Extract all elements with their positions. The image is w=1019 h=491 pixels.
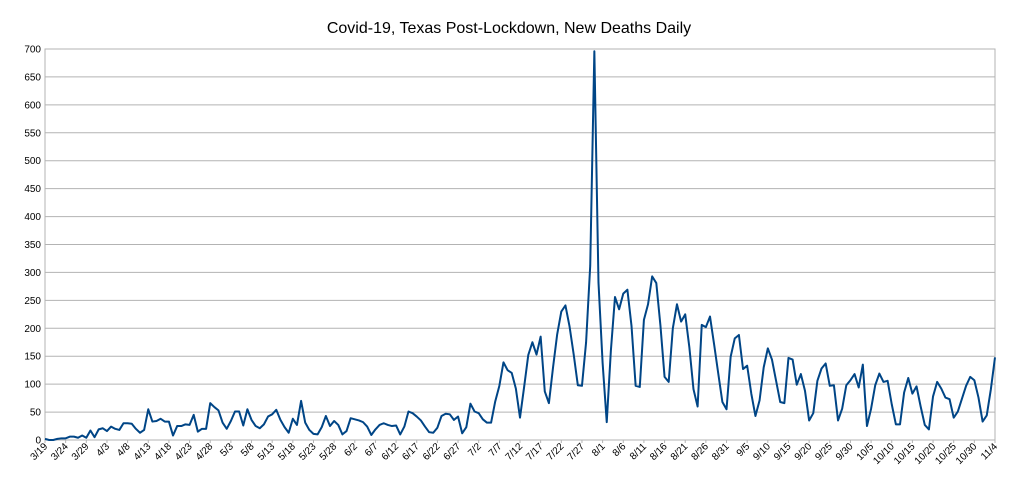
x-tick-label: 9/10	[751, 441, 773, 463]
x-tick-label: 7/22	[545, 441, 567, 463]
y-axis-tick-labels: 0 50 100 150 200 250 300 350 400 450 500 550 600 650 7…	[24, 45, 41, 447]
x-tick-label: 9/25	[813, 441, 835, 463]
x-tick-label: 10/15	[892, 441, 918, 467]
y-tick-label: 50	[30, 408, 42, 419]
x-tick-label: 10/20	[913, 441, 939, 467]
gridlines	[45, 48, 995, 441]
x-tick-label: 5/28	[318, 441, 340, 463]
x-tick-label: 6/17	[400, 441, 422, 463]
y-tick-label: 500	[24, 156, 41, 167]
x-tick-label: 7/2	[466, 441, 484, 459]
y-tick-label: 700	[24, 45, 41, 56]
x-tick-label: 7/27	[566, 441, 588, 463]
x-tick-label: 6/22	[421, 441, 443, 463]
x-tick-label: 3/24	[49, 441, 71, 463]
x-tick-label: 4/3	[94, 441, 112, 459]
y-tick-label: 150	[24, 352, 41, 363]
plot-area-frame	[44, 48, 996, 441]
x-tick-label: 9/5	[735, 441, 753, 459]
y-tick-label: 600	[24, 100, 41, 111]
y-tick-label: 650	[24, 72, 41, 83]
x-tick-label: 6/7	[363, 441, 381, 459]
x-tick-label: 10/10	[871, 441, 897, 467]
y-tick-label: 350	[24, 240, 41, 251]
x-tick-label: 7/7	[487, 441, 505, 459]
x-tick-label: 5/3	[218, 441, 236, 459]
x-tick-label: 4/8	[115, 441, 133, 459]
x-tick-label: 6/12	[380, 441, 402, 463]
x-tick-label: 4/13	[132, 441, 154, 463]
x-tick-label: 10/25	[933, 441, 959, 467]
y-tick-label: 0	[35, 436, 41, 447]
x-tick-label: 7/17	[524, 441, 546, 463]
y-tick-label: 200	[24, 324, 41, 335]
x-tick-label: 8/31	[710, 441, 732, 463]
y-tick-label: 300	[24, 268, 41, 279]
x-tick-label: 6/27	[442, 441, 464, 463]
chart-title: Covid-19, Texas Post-Lockdown, New Death…	[327, 20, 691, 37]
x-tick-label: 8/21	[669, 441, 691, 463]
x-tick-label: 3/29	[70, 441, 92, 463]
y-tick-label: 550	[24, 128, 41, 139]
x-tick-label: 7/12	[504, 441, 526, 463]
x-tick-label: 8/11	[628, 441, 649, 462]
x-tick-label: 9/15	[772, 441, 794, 463]
x-tick-label: 9/30	[834, 441, 856, 463]
x-tick-label: 10/30	[954, 441, 980, 467]
x-tick-label: 11/4	[979, 441, 1000, 462]
y-tick-label: 450	[24, 184, 41, 195]
x-axis-tick-labels: 3/19 3/24 3/29 4/3 4/8 4/13 4/18 4/23 4/28 5/3 5/8…	[29, 440, 1000, 467]
x-tick-label: 8/6	[611, 441, 629, 459]
x-tick-label: 3/19	[29, 441, 51, 463]
x-tick-label: 9/20	[793, 441, 815, 463]
y-tick-label: 250	[24, 296, 41, 307]
x-tick-label: 8/26	[689, 441, 711, 463]
x-tick-label: 4/18	[152, 441, 174, 463]
y-tick-label: 400	[24, 212, 41, 223]
y-tick-label: 100	[24, 380, 41, 391]
x-tick-label: 5/23	[297, 441, 319, 463]
x-tick-label: 5/13	[256, 441, 278, 463]
x-tick-label: 5/8	[239, 441, 257, 459]
x-tick-label: 4/28	[194, 441, 216, 463]
x-tick-label: 5/18	[276, 441, 298, 463]
series-line-new-deaths	[44, 50, 996, 441]
x-tick-label: 4/23	[173, 441, 195, 463]
x-tick-label: 8/16	[648, 441, 670, 463]
x-tick-label: 8/1	[590, 441, 608, 459]
x-tick-label: 6/2	[342, 441, 360, 459]
